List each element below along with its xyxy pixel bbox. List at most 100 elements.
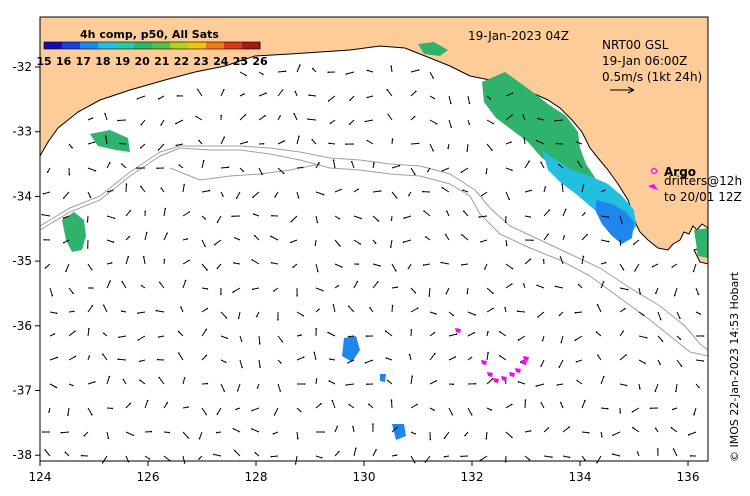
current-arrow [560,335,564,343]
current-arrow [518,381,526,385]
current-arrow-head [428,295,431,297]
current-arrow [423,210,431,217]
current-arrow [619,215,623,224]
current-arrow-head [223,136,226,138]
current-arrow-head [208,189,211,192]
current-arrow [349,119,355,125]
current-arrow [448,311,454,316]
current-arrow [125,403,131,409]
current-arrow-head [464,434,466,437]
current-arrow [410,90,417,97]
current-arrow-head [113,217,116,220]
current-arrow-head [242,170,244,172]
current-arrow-head [535,139,538,142]
current-arrow [106,189,113,193]
current-arrow-head [71,147,73,149]
current-arrow [328,380,336,385]
current-arrow [346,383,355,386]
current-arrow [652,263,659,268]
y-axis-ticks: -32 -33 -34 -35 -36 -37 -38 [12,60,40,462]
current-arrow-head [537,316,539,318]
current-arrow-head [332,304,335,306]
current-arrow [365,359,374,364]
current-arrow [657,335,663,342]
current-arrow-head [466,150,468,152]
current-arrow-head [68,173,71,176]
current-arrow-head [299,64,301,66]
current-arrow-head [42,431,44,433]
current-arrow-head [83,434,86,437]
current-arrow-head [576,379,578,382]
current-arrow-head [290,220,293,223]
current-arrow-head [311,139,314,141]
current-arrow-head [112,241,115,243]
current-arrow [558,359,564,368]
current-arrow [182,431,189,439]
current-arrow [543,209,550,217]
colorbar-swatch [224,42,243,49]
current-arrow-head [176,95,179,97]
current-arrow-head [294,90,297,93]
current-arrow [118,335,127,338]
current-arrow-head [42,193,45,195]
current-arrow-head [642,314,645,317]
current-arrow [372,190,381,193]
current-arrow-head [603,189,606,191]
current-arrow [105,136,108,145]
current-arrow [239,71,247,76]
current-arrow-head [559,256,562,258]
current-arrow-head [413,115,416,118]
current-arrow [201,308,208,313]
current-arrow-head [327,331,329,334]
current-arrow-head [198,139,200,142]
current-arrow-head [318,162,320,164]
current-arrow-head [654,390,657,392]
current-arrow-head [302,314,305,317]
current-arrow-head [491,378,494,380]
current-arrow [558,164,564,169]
current-arrow-head [387,113,390,116]
current-arrow [296,64,301,73]
current-arrow [575,335,583,341]
current-arrow-head [331,399,334,402]
current-arrow [600,215,609,218]
current-arrow [429,332,435,337]
current-arrow-head [558,163,560,166]
current-arrow-head [395,454,398,456]
current-arrow [537,311,545,318]
current-arrow-head [88,327,90,330]
current-arrow [199,431,203,439]
current-arrow-head [274,196,276,198]
current-arrow-head [158,376,160,379]
current-arrow-head [595,331,598,333]
current-arrow-head [649,407,652,410]
current-arrow-head [284,70,287,73]
drifter-marker-icon [648,184,658,190]
current-arrow-head [670,427,673,429]
current-arrow-head [231,215,233,218]
current-arrow [428,287,431,297]
colorbar-title: 4h comp, p50, All Sats [80,28,219,41]
current-arrow-head [357,188,359,190]
current-arrow-head [243,93,245,95]
current-arrow [391,191,397,199]
current-arrow-head [220,114,222,117]
current-arrow [612,431,621,436]
current-arrow [49,287,53,296]
current-arrow [543,186,546,193]
current-arrow [292,263,298,268]
current-arrow-head [226,337,228,340]
current-arrow [634,263,640,272]
current-arrow-head [104,135,107,137]
current-arrow-head [296,295,298,297]
current-arrow [163,455,171,462]
current-arrow-head [468,123,471,125]
current-arrow [68,287,74,294]
colorbar-tick-label: 24 [213,55,229,68]
current-arrow [410,287,416,294]
current-arrow [239,359,243,368]
current-arrow-head [273,290,275,292]
current-arrow-head [336,425,339,428]
current-arrow-head [312,67,314,70]
current-arrow [524,430,531,433]
